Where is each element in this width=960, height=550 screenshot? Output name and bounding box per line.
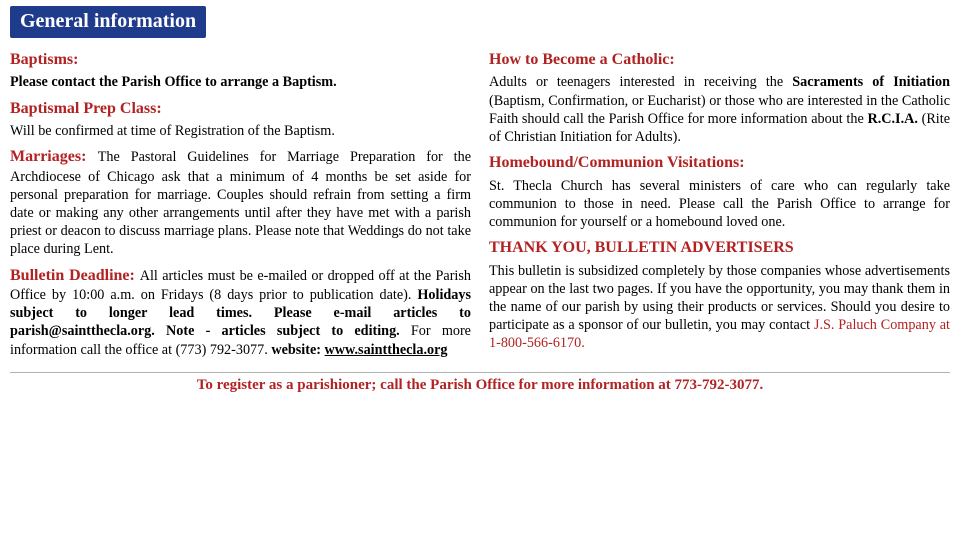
bulletin-website[interactable]: www.saintthecla.org <box>325 342 448 358</box>
bulletin-website-label: website: <box>271 342 324 358</box>
content-columns: Baptisms: Please contact the Parish Offi… <box>10 44 950 366</box>
baptisms-text: Please contact the Parish Office to arra… <box>10 73 471 91</box>
marriages-paragraph: Marriages: The Pastoral Guidelines for M… <box>10 147 471 258</box>
catholic-text-d: R.C.I.A. <box>867 111 917 127</box>
baptismal-prep-heading: Baptismal Prep Class: <box>10 99 471 119</box>
thanks-heading: THANK YOU, BULLETIN ADVERTISERS <box>489 238 950 258</box>
left-column: Baptisms: Please contact the Parish Offi… <box>10 44 471 366</box>
baptisms-heading: Baptisms: <box>10 50 471 70</box>
footer-text: To register as a parishioner; call the P… <box>10 372 950 394</box>
marriages-text: The Pastoral Guidelines for Marriage Pre… <box>10 149 471 257</box>
thanks-paragraph: This bulletin is subsidized completely b… <box>489 262 950 353</box>
catholic-heading: How to Become a Catholic: <box>489 50 950 70</box>
marriages-heading: Marriages: <box>10 148 98 165</box>
header-bar: General information <box>10 6 206 38</box>
homebound-heading: Homebound/Communion Visitations: <box>489 153 950 173</box>
catholic-text-a: Adults or teenagers interested in receiv… <box>489 74 792 90</box>
homebound-text: St. Thecla Church has several ministers … <box>489 177 950 232</box>
right-column: How to Become a Catholic: Adults or teen… <box>489 44 950 366</box>
catholic-paragraph: Adults or teenagers interested in receiv… <box>489 73 950 146</box>
bulletin-paragraph: Bulletin Deadline: All articles must be … <box>10 266 471 359</box>
catholic-text-b: Sacraments of Initiation <box>792 74 950 90</box>
baptismal-prep-text: Will be confirmed at time of Registratio… <box>10 122 471 140</box>
bulletin-heading: Bulletin Deadline: <box>10 267 140 284</box>
